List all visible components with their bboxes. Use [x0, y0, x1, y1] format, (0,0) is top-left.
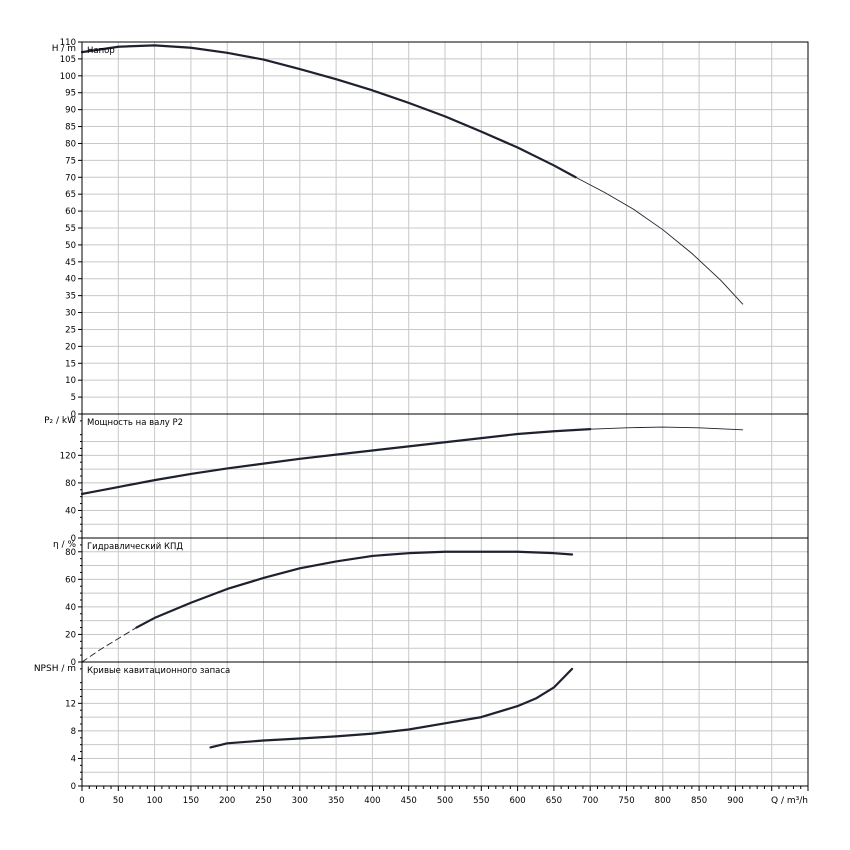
y-tick-label: 65 [65, 190, 76, 200]
x-tick-label: 200 [219, 796, 235, 806]
y-tick-label: 40 [65, 506, 76, 516]
x-tick-label: 450 [401, 796, 417, 806]
y-tick-label: 110 [60, 38, 76, 48]
x-tick-label: 850 [691, 796, 707, 806]
y-tick-label: 40 [65, 603, 76, 613]
y-tick-label: 80 [65, 139, 76, 149]
series-line-bold [209, 667, 574, 749]
panel-title: Напор [87, 46, 115, 56]
x-tick-label: 50 [113, 796, 124, 806]
y-tick-label: 30 [65, 309, 76, 319]
panel-title: Мощность на валу P2 [87, 418, 183, 428]
x-tick-label: 250 [255, 796, 271, 806]
y-tick-label: 95 [65, 89, 76, 99]
series-line-dashed [81, 627, 137, 663]
y-tick-label: 50 [65, 241, 76, 251]
y-tick-label: 10 [65, 376, 76, 386]
y-tick-label: 100 [60, 72, 76, 82]
y-tick-label: 0 [71, 410, 76, 420]
y-tick-label: 45 [65, 258, 76, 268]
y-axis-label: H / m [52, 44, 76, 54]
y-tick-label: 60 [65, 575, 76, 585]
y-tick-label: 40 [65, 275, 76, 285]
y-tick-label: 0 [71, 658, 76, 668]
x-tick-label: 0 [79, 796, 84, 806]
y-tick-label: 120 [60, 451, 76, 461]
y-tick-label: 105 [60, 55, 76, 65]
y-tick-label: 8 [71, 727, 76, 737]
curve-layer [80, 44, 744, 749]
series-line-thin [589, 426, 744, 431]
y-tick-label: 75 [65, 156, 76, 166]
y-axis-label: NPSH / m [34, 664, 76, 674]
y-tick-label: 70 [65, 173, 76, 183]
y-tick-label: 60 [65, 207, 76, 217]
x-tick-label: 800 [655, 796, 671, 806]
y-axis-label: η / % [53, 540, 76, 550]
y-tick-label: 0 [71, 534, 76, 544]
y-tick-label: 5 [71, 393, 76, 403]
grid-layer [82, 41, 808, 786]
y-tick-label: 20 [65, 342, 76, 352]
frame-layer [78, 41, 809, 791]
panel-title: Гидравлический КПД [87, 542, 183, 552]
x-tick-label: 750 [618, 796, 634, 806]
y-tick-label: 55 [65, 224, 76, 234]
x-tick-label: 550 [473, 796, 489, 806]
x-axis-label: Q / m³/h [771, 796, 808, 806]
y-tick-label: 4 [71, 754, 76, 764]
y-tick-label: 80 [65, 548, 76, 558]
y-tick-label: 12 [65, 699, 76, 709]
series-line-bold [80, 428, 592, 496]
y-tick-label: 0 [71, 782, 76, 792]
x-tick-label: 900 [727, 796, 743, 806]
series-line-bold [135, 550, 574, 629]
x-tick-label: 150 [183, 796, 199, 806]
panel-title: Кривые кавитационного запаса [87, 666, 230, 676]
x-tick-label: 650 [546, 796, 562, 806]
x-tick-label: 350 [328, 796, 344, 806]
series-line-thin [575, 176, 744, 305]
y-tick-label: 25 [65, 325, 76, 335]
x-tick-label: 500 [437, 796, 453, 806]
y-tick-label: 35 [65, 292, 76, 302]
y-axis-label: P₂ / kW [44, 416, 76, 426]
y-tick-label: 15 [65, 359, 76, 369]
y-tick-label: 90 [65, 106, 76, 116]
x-tick-label: 100 [146, 796, 162, 806]
x-tick-label: 600 [509, 796, 525, 806]
text-layer: 0510152025303540455055606570758085909510… [34, 38, 808, 806]
x-tick-label: 400 [364, 796, 380, 806]
x-tick-label: 300 [292, 796, 308, 806]
x-tick-label: 700 [582, 796, 598, 806]
y-tick-label: 20 [65, 630, 76, 640]
y-tick-label: 85 [65, 123, 76, 133]
series-line-bold [80, 44, 577, 179]
y-tick-label: 80 [65, 479, 76, 489]
